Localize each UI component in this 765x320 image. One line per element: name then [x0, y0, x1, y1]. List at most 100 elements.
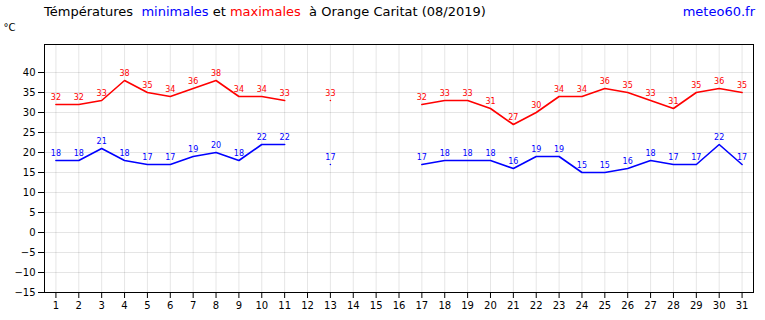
- svg-text:34: 34: [577, 85, 587, 94]
- svg-text:33: 33: [440, 89, 450, 98]
- svg-text:15: 15: [577, 161, 587, 170]
- svg-text:34: 34: [234, 85, 244, 94]
- svg-text:32: 32: [74, 93, 84, 102]
- svg-text:19: 19: [531, 145, 541, 154]
- svg-text:5: 5: [144, 300, 150, 311]
- svg-text:29: 29: [690, 300, 703, 311]
- svg-text:18: 18: [438, 300, 451, 311]
- svg-text:30: 30: [713, 300, 726, 311]
- svg-text:27: 27: [508, 113, 518, 122]
- svg-text:16: 16: [623, 157, 633, 166]
- svg-text:22: 22: [257, 133, 267, 142]
- svg-text:34: 34: [554, 85, 564, 94]
- svg-text:−10: −10: [14, 267, 35, 278]
- svg-text:20: 20: [211, 141, 221, 150]
- svg-text:35: 35: [691, 81, 701, 90]
- svg-text:36: 36: [188, 77, 198, 86]
- svg-text:11: 11: [278, 300, 291, 311]
- svg-text:34: 34: [165, 85, 175, 94]
- svg-text:2: 2: [76, 300, 82, 311]
- svg-text:18: 18: [119, 149, 129, 158]
- svg-text:17: 17: [691, 153, 701, 162]
- svg-text:−15: −15: [14, 287, 35, 298]
- svg-text:0: 0: [29, 227, 35, 238]
- svg-text:23: 23: [553, 300, 566, 311]
- svg-text:15: 15: [600, 161, 610, 170]
- svg-text:17: 17: [737, 153, 747, 162]
- svg-text:13: 13: [324, 300, 337, 311]
- svg-text:31: 31: [668, 97, 678, 106]
- svg-text:°C: °C: [4, 22, 16, 33]
- svg-text:1: 1: [53, 300, 59, 311]
- svg-text:38: 38: [119, 69, 129, 78]
- svg-text:36: 36: [600, 77, 610, 86]
- svg-text:35: 35: [142, 81, 152, 90]
- svg-text:31: 31: [485, 97, 495, 106]
- svg-text:10: 10: [23, 187, 36, 198]
- svg-text:3: 3: [98, 300, 104, 311]
- svg-text:16: 16: [508, 157, 518, 166]
- svg-text:4: 4: [121, 300, 127, 311]
- svg-text:20: 20: [484, 300, 497, 311]
- svg-text:−5: −5: [21, 247, 36, 258]
- svg-text:6: 6: [167, 300, 173, 311]
- svg-text:17: 17: [325, 153, 335, 162]
- svg-text:33: 33: [97, 89, 107, 98]
- svg-text:19: 19: [554, 145, 564, 154]
- svg-text:9: 9: [236, 300, 242, 311]
- svg-text:17: 17: [668, 153, 678, 162]
- svg-text:25: 25: [598, 300, 611, 311]
- svg-text:35: 35: [737, 81, 747, 90]
- svg-text:22: 22: [530, 300, 543, 311]
- svg-text:18: 18: [440, 149, 450, 158]
- svg-text:34: 34: [257, 85, 267, 94]
- svg-text:12: 12: [301, 300, 314, 311]
- svg-text:18: 18: [74, 149, 84, 158]
- svg-text:18: 18: [645, 149, 655, 158]
- svg-text:35: 35: [23, 87, 36, 98]
- html-text:meteo60.fr: meteo60.fr: [682, 4, 755, 19]
- svg-text:27: 27: [644, 300, 657, 311]
- svg-text:36: 36: [714, 77, 724, 86]
- svg-text:20: 20: [23, 147, 36, 158]
- svg-text:21: 21: [507, 300, 520, 311]
- svg-text:18: 18: [51, 149, 61, 158]
- html-text:Témpératures minimales et maxi: Témpératures minimales et maximales à Or…: [44, 4, 486, 19]
- svg-text:16: 16: [393, 300, 406, 311]
- svg-text:17: 17: [165, 153, 175, 162]
- svg-text:24: 24: [576, 300, 589, 311]
- svg-text:33: 33: [645, 89, 655, 98]
- svg-text:15: 15: [370, 300, 383, 311]
- svg-text:8: 8: [213, 300, 219, 311]
- svg-text:38: 38: [211, 69, 221, 78]
- svg-text:33: 33: [463, 89, 473, 98]
- svg-text:22: 22: [714, 133, 724, 142]
- svg-text:30: 30: [531, 101, 541, 110]
- svg-text:10: 10: [255, 300, 268, 311]
- svg-text:26: 26: [621, 300, 634, 311]
- svg-text:31: 31: [736, 300, 749, 311]
- svg-text:14: 14: [347, 300, 360, 311]
- svg-text:30: 30: [23, 107, 36, 118]
- svg-text:21: 21: [97, 137, 107, 146]
- svg-text:15: 15: [23, 167, 36, 178]
- svg-text:18: 18: [234, 149, 244, 158]
- svg-text:5: 5: [29, 207, 35, 218]
- svg-text:40: 40: [23, 67, 36, 78]
- svg-text:18: 18: [463, 149, 473, 158]
- svg-text:7: 7: [190, 300, 196, 311]
- svg-text:19: 19: [461, 300, 474, 311]
- svg-text:22: 22: [280, 133, 290, 142]
- svg-text:28: 28: [667, 300, 680, 311]
- svg-text:33: 33: [325, 89, 335, 98]
- svg-text:18: 18: [485, 149, 495, 158]
- svg-text:17: 17: [416, 300, 429, 311]
- svg-text:32: 32: [51, 93, 61, 102]
- svg-text:33: 33: [280, 89, 290, 98]
- svg-text:17: 17: [417, 153, 427, 162]
- svg-text:32: 32: [417, 93, 427, 102]
- svg-text:25: 25: [23, 127, 36, 138]
- svg-text:19: 19: [188, 145, 198, 154]
- svg-text:35: 35: [623, 81, 633, 90]
- svg-text:17: 17: [142, 153, 152, 162]
